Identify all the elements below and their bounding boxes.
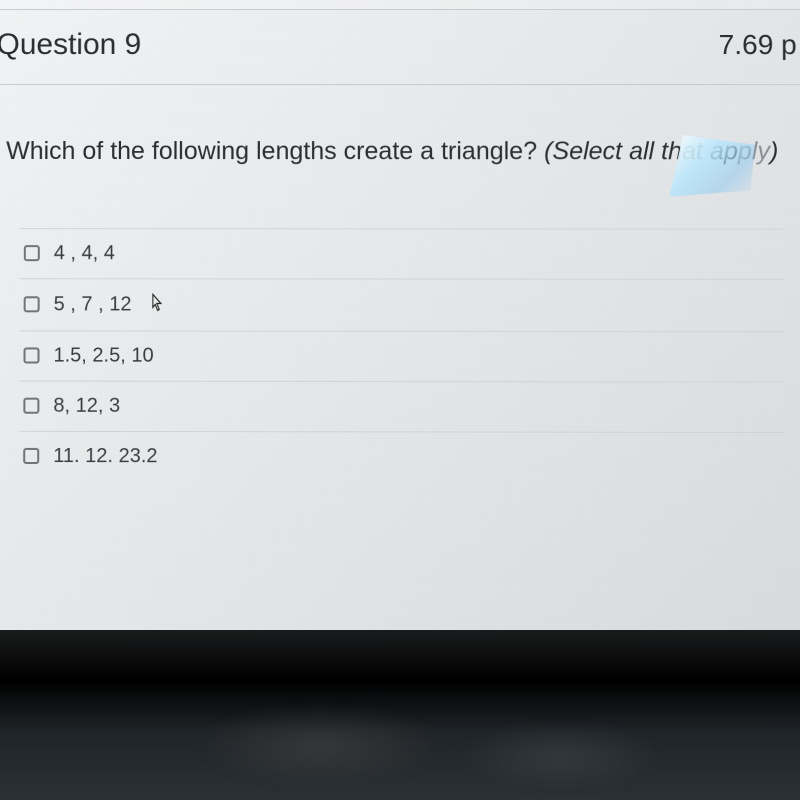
answer-option[interactable]: 1.5, 2.5, 10 [19, 330, 783, 381]
checkbox-icon[interactable] [24, 245, 40, 261]
option-label: 1.5, 2.5, 10 [53, 344, 153, 367]
checkbox-icon[interactable] [23, 448, 39, 464]
question-number: Question 9 [0, 28, 141, 62]
question-points: 7.69 p [719, 29, 797, 61]
prompt-instruction: (Select all that apply) [544, 137, 778, 165]
bezel-reflection [0, 690, 800, 800]
option-label: 5 , 7 , 12 [54, 293, 132, 316]
quiz-screen: Question 9 7.69 p Which of the following… [0, 0, 800, 644]
checkbox-icon[interactable] [23, 398, 39, 414]
checkbox-icon[interactable] [23, 347, 39, 363]
previous-question-edge [0, 0, 800, 10]
question-prompt: Which of the following lengths create a … [6, 135, 793, 168]
question-header: Question 9 7.69 p [0, 10, 800, 85]
prompt-text: Which of the following lengths create a … [6, 137, 544, 165]
answer-option[interactable]: 8, 12, 3 [19, 380, 784, 431]
option-label: 11. 12. 23.2 [53, 444, 157, 467]
checkbox-icon[interactable] [24, 296, 40, 312]
question-body: Which of the following lengths create a … [0, 85, 800, 492]
option-label: 4 , 4, 4 [54, 242, 115, 265]
answer-option[interactable]: 4 , 4, 4 [20, 228, 784, 279]
option-label: 8, 12, 3 [53, 394, 120, 417]
answer-option[interactable]: 5 , 7 , 12 [20, 278, 784, 331]
cursor-icon [151, 292, 164, 317]
answer-option[interactable]: 11. 12. 23.2 [19, 430, 784, 482]
answer-options: 4 , 4, 4 5 , 7 , 12 1.5, 2.5, 10 8, 12, … [19, 228, 784, 482]
